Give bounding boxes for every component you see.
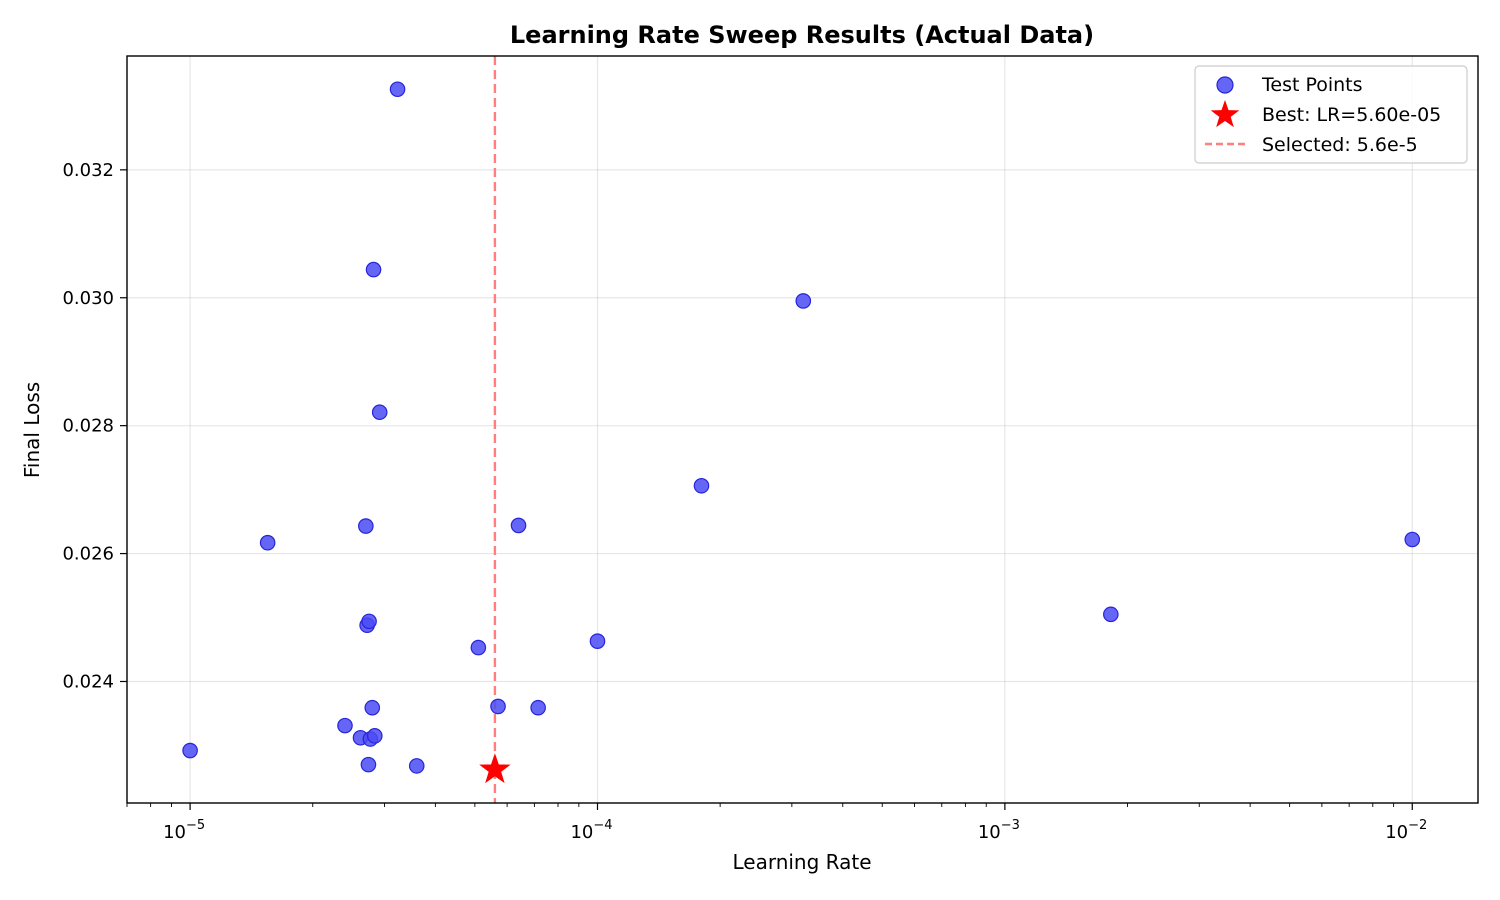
test-point [1404,531,1421,548]
test-point [589,633,606,649]
test-point [408,758,425,774]
legend: Test Points Best: LR=5.60e-05 Selected: … [1194,65,1468,164]
legend-marker-test-points [1216,76,1234,94]
y-tick-label: 0.024 [62,671,114,692]
plot-frame [126,55,1479,804]
x-tick-label: 10−5 [163,818,205,843]
tick-layer: 10−5 10−4 10−3 10−2 0.024 0.026 0.028 0.030 0.03… [62,160,1427,843]
points-layer [182,81,1421,784]
x-tick-label: 10−3 [978,818,1020,843]
test-point [259,534,276,551]
y-tick-label: 0.030 [62,288,114,309]
test-point [337,717,353,734]
chart-title: Learning Rate Sweep Results (Actual Data… [510,21,1094,49]
y-tick-label: 0.026 [62,544,114,565]
test-point [795,293,812,309]
test-point [389,81,406,98]
test-point [366,728,383,744]
test-point [1103,606,1119,623]
y-tick-label: 0.032 [62,160,114,181]
test-point [182,742,198,759]
test-point [510,517,527,534]
test-point [361,613,377,630]
legend-label-best: Best: LR=5.60e-05 [1262,104,1441,126]
legend-label-selected: Selected: 5.6e-5 [1262,134,1418,156]
test-point [371,404,388,421]
test-point [470,639,487,656]
test-point [693,477,710,494]
x-tick-label: 10−4 [570,818,612,843]
x-tick-label: 10−2 [1385,818,1427,843]
y-axis-label: Final Loss [20,382,44,478]
test-point [358,518,374,534]
x-axis-label: Learning Rate [732,850,871,874]
test-point [360,756,377,773]
test-point [364,699,381,716]
legend-marker-best [1210,100,1240,128]
test-point [365,261,382,278]
y-tick-label: 0.028 [62,416,114,437]
test-point [530,699,546,716]
grid-layer [127,56,1478,803]
test-point [490,698,506,715]
legend-label-test-points: Test Points [1261,74,1363,96]
legend-box [1194,65,1468,164]
best-point-star [479,753,511,784]
